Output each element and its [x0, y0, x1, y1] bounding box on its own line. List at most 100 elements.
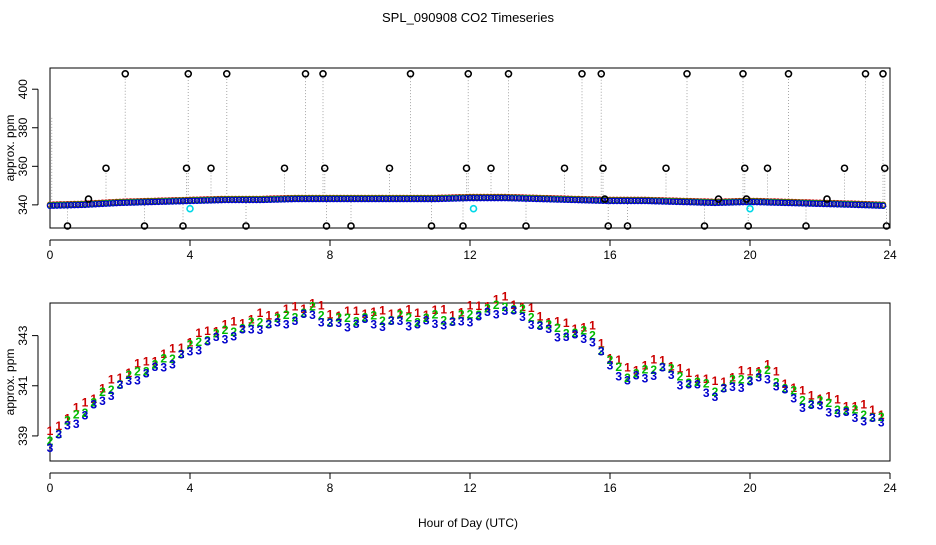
- bottom-series-1-point: 1: [615, 353, 622, 367]
- bottom-series-3-point: 3: [300, 307, 307, 321]
- bottom-series-2-point: 2: [160, 351, 167, 365]
- bottom-series-3-point: 3: [64, 419, 71, 433]
- top-baseline-marker-level-3: [393, 195, 400, 203]
- top-baseline-marker-level-3: [760, 199, 768, 206]
- top-baseline-marker-level-3: [669, 198, 677, 205]
- top-baseline-marker-level-3: [872, 202, 880, 209]
- bottom-series-3-point: 3: [283, 318, 290, 332]
- top-baseline-marker-level-3: [438, 195, 446, 203]
- top-baseline-marker-level-3: [806, 200, 813, 207]
- bottom-series-3-point: 3: [423, 314, 430, 328]
- bottom-series-3-point: 3: [169, 357, 176, 371]
- bottom-series-3-point: 3: [563, 330, 570, 344]
- bottom-series-3-point: 3: [239, 322, 246, 336]
- bottom-series-2-point: 2: [563, 327, 570, 341]
- top-baseline-marker-level-3: [354, 195, 362, 203]
- top-baseline-marker-level-3: [144, 198, 152, 206]
- bottom-series-2-point: 2: [729, 373, 736, 387]
- bottom-series-3-point: 3: [642, 372, 649, 386]
- chart-title: SPL_090908 CO2 Timeseries: [382, 10, 554, 25]
- top-x-tick-label: 0: [47, 248, 54, 262]
- top-outlier-point: [322, 222, 331, 230]
- top-baseline-marker-level-3: [484, 194, 491, 202]
- bottom-series-1-point: 1: [572, 322, 579, 336]
- bottom-series-3-point: 3: [755, 370, 762, 384]
- bottom-series-1-point: 1: [685, 366, 692, 380]
- top-baseline-marker-level-3: [242, 196, 250, 204]
- top-baseline-marker-level-3: [204, 197, 211, 204]
- bottom-series-2-point: 2: [327, 315, 334, 329]
- top-baseline-marker-level-3: [578, 197, 586, 204]
- bottom-series-3-point: 3: [309, 308, 316, 322]
- top-baseline-marker-level-3: [421, 195, 428, 203]
- top-baseline-marker-level-3: [767, 199, 775, 206]
- bottom-x-tick-label: 8: [327, 481, 334, 495]
- bottom-series-2-point: 2: [528, 311, 535, 325]
- top-baseline-marker-level-3: [277, 196, 285, 203]
- bottom-series-3-point: 3: [265, 318, 272, 332]
- bottom-series-3-point: 3: [344, 321, 351, 335]
- top-baseline-marker-level-3: [214, 197, 222, 204]
- bottom-series-3-point: 3: [414, 318, 421, 332]
- bottom-series-1-point: 1: [642, 359, 649, 373]
- bottom-series-2-point: 2: [230, 325, 237, 339]
- top-baseline-marker-level-3: [459, 195, 467, 202]
- bottom-series-1-point: 1: [764, 358, 771, 372]
- top-baseline-marker-level-3: [690, 199, 698, 206]
- top-baseline-marker-level-3: [701, 199, 708, 206]
- bottom-series-1-point: 1: [825, 390, 832, 404]
- bottom-series-1-point: 1: [239, 317, 246, 331]
- top-x-tick-label: 24: [883, 248, 897, 262]
- top-baseline-marker-level-3: [736, 199, 743, 206]
- top-baseline-marker-level-3: [851, 201, 859, 209]
- top-baseline-marker-level-3: [795, 200, 803, 207]
- top-outlier-point: [242, 222, 250, 230]
- top-outlier-point: [714, 195, 723, 203]
- bottom-series-2-point: 2: [187, 338, 194, 352]
- top-baseline-marker-level-3: [382, 195, 390, 203]
- top-baseline-marker-level-3: [361, 195, 369, 203]
- top-baseline-marker-level-3: [550, 196, 558, 203]
- bottom-series-1-point: 1: [493, 292, 500, 306]
- top-outlier-point: [578, 69, 586, 78]
- bottom-panel: 1 111 1 111 1 11 1 11 1 1 11 1 1 1 1 1 1 1 1 11 1 1 1 11 1 1 1 1 1 1 1…: [3, 289, 897, 495]
- bottom-series-1-point: 1: [405, 302, 412, 316]
- top-baseline-marker-level-3: [568, 196, 575, 204]
- top-baseline-marker-level-3: [813, 200, 820, 208]
- top-baseline-marker-level-3: [46, 202, 54, 210]
- top-y-tick-label: 360: [16, 156, 30, 176]
- bottom-series-3-point: 3: [764, 373, 771, 387]
- top-baseline-marker-level-3: [358, 195, 365, 203]
- top-baseline-marker-level-3: [473, 194, 481, 202]
- bottom-series-2-point: 2: [694, 375, 701, 389]
- top-baseline-marker-level-3: [666, 198, 673, 205]
- bottom-y-tick-label: 339: [16, 426, 30, 446]
- bottom-series-3-point: 3: [397, 314, 404, 328]
- top-baseline-marker-level-3: [179, 198, 187, 205]
- bottom-series-1-point: 1: [143, 355, 150, 369]
- bottom-series-2-point: 2: [650, 363, 657, 377]
- top-x-tick-label: 12: [463, 248, 477, 262]
- bottom-series-1-point: 1: [152, 355, 159, 369]
- top-baseline-marker-level-3: [799, 200, 806, 207]
- bottom-series-1-point: 1: [747, 364, 754, 378]
- bottom-x-tick-label: 4: [187, 481, 194, 495]
- bottom-series-3-point: 3: [152, 360, 159, 374]
- bottom-series-2-point: 2: [790, 384, 797, 398]
- top-baseline-marker-level-3: [165, 198, 173, 205]
- top-cyan-flag-point: [186, 204, 194, 213]
- top-baseline-marker-level-3: [333, 195, 341, 203]
- top-baseline-marker-level-3: [319, 195, 327, 203]
- bottom-series-3-point: 3: [222, 332, 229, 346]
- bottom-series-1-point: 1: [869, 403, 876, 417]
- top-baseline-marker-level-3: [610, 197, 617, 205]
- top-baseline-marker-level-3: [64, 202, 71, 209]
- bottom-series-2-point: 2: [55, 427, 62, 441]
- top-baseline-marker-level-3: [466, 194, 474, 202]
- bottom-series-3-point: 3: [388, 314, 395, 328]
- bottom-series-2-point: 2: [239, 322, 246, 336]
- top-baseline-marker-level-3: [557, 196, 565, 203]
- bottom-series-1-point: 1: [169, 342, 176, 356]
- top-baseline-marker-level-3: [396, 195, 404, 203]
- bottom-series-3-point: 3: [108, 389, 115, 403]
